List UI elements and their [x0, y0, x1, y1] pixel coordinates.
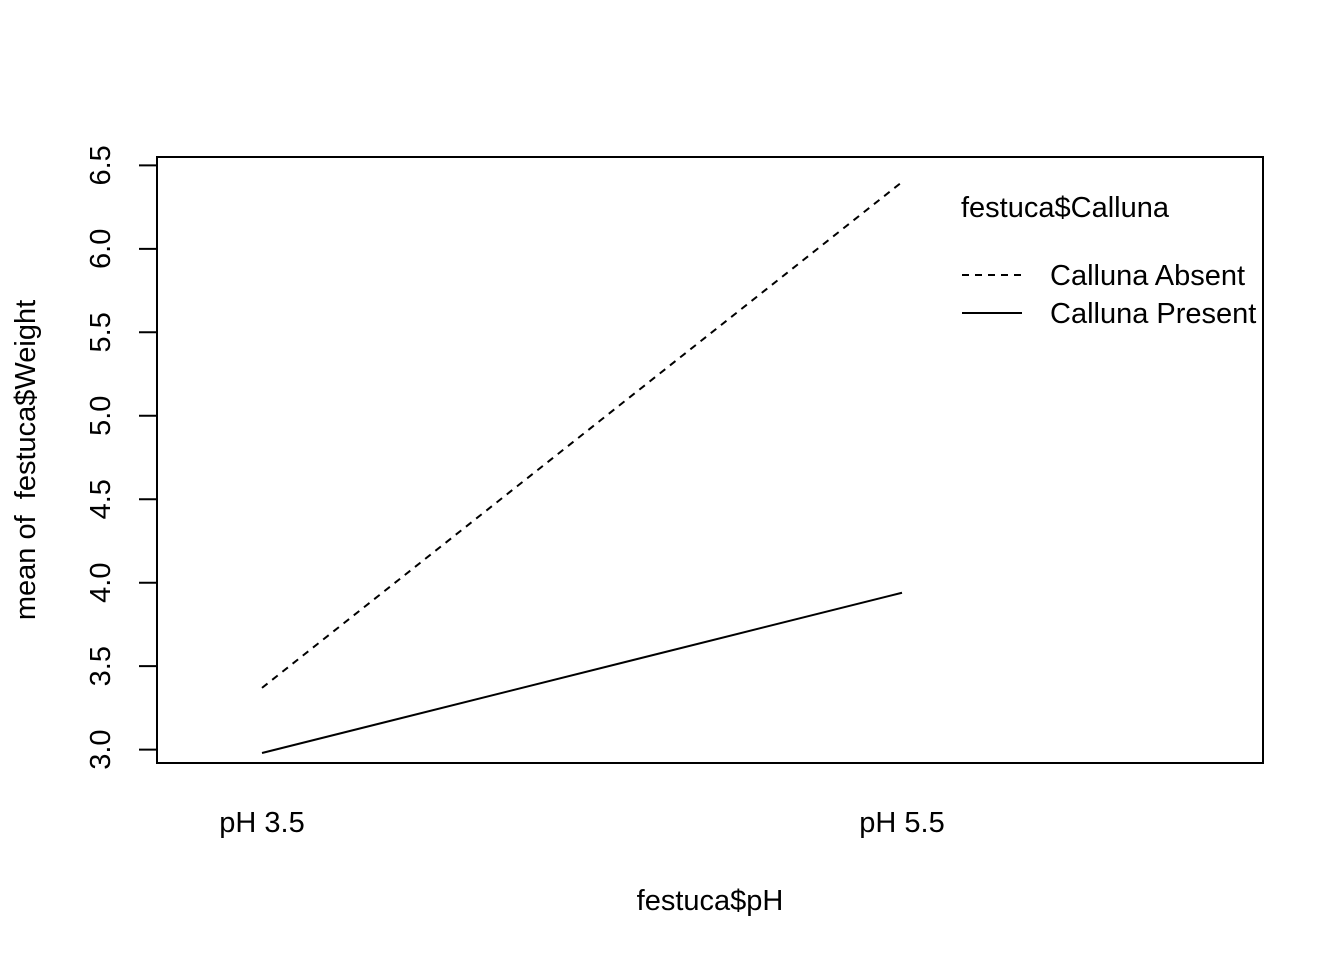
- series-lines: [261, 181, 903, 754]
- series-line: [261, 181, 903, 689]
- y-tick-label: 4.0: [85, 563, 117, 603]
- x-axis-title: festuca$pH: [637, 885, 784, 917]
- series-line: [261, 591, 903, 754]
- legend-label: Calluna Absent: [1050, 260, 1245, 292]
- x-tick-label: pH 3.5: [219, 807, 304, 839]
- y-tick-label: 3.0: [85, 729, 117, 769]
- y-axis: 3.0 3.5 4.0 4.5 5.0 5.5 6.0 6.5: [85, 145, 158, 770]
- y-tick-label: 6.0: [85, 229, 117, 269]
- legend-entries: Calluna Absent Calluna Present: [962, 260, 1256, 330]
- y-tick-label: 5.0: [85, 396, 117, 436]
- y-tick-label: 6.5: [85, 145, 117, 185]
- x-axis: pH 3.5 pH 5.5: [219, 807, 944, 839]
- y-tick-label: 3.5: [85, 646, 117, 686]
- x-tick-label: pH 5.5: [859, 807, 944, 839]
- plot-frame: [156, 156, 1264, 764]
- y-tick-label: 5.5: [85, 312, 117, 352]
- legend: festuca$Calluna Calluna Absent Calluna Pr…: [961, 192, 1256, 330]
- y-tick-label: 4.5: [85, 479, 117, 519]
- legend-label: Calluna Present: [1050, 298, 1256, 330]
- legend-title: festuca$Calluna: [961, 192, 1170, 224]
- y-axis-title: mean of festuca$Weight: [10, 300, 42, 620]
